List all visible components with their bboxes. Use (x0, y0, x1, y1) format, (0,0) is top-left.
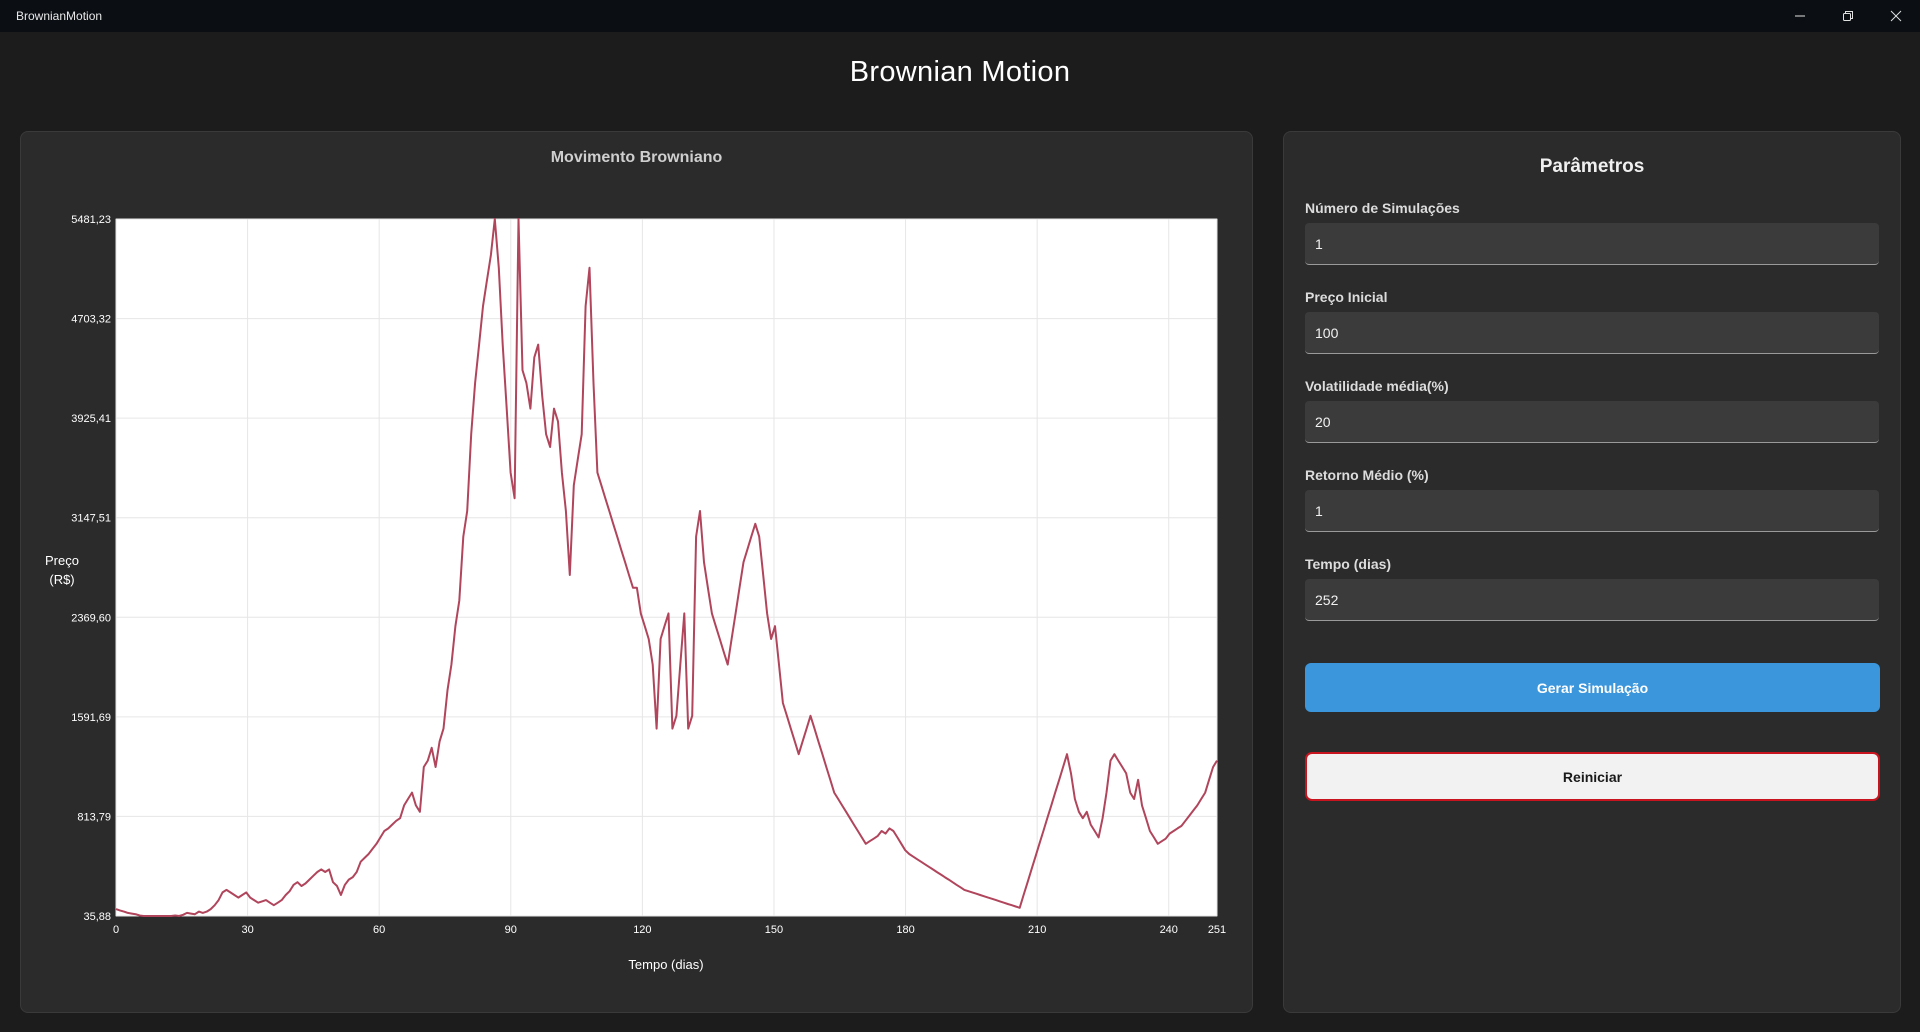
initial-price-input[interactable] (1305, 312, 1879, 354)
x-tick-label: 240 (1160, 924, 1178, 936)
return-label: Retorno Médio (%) (1305, 467, 1429, 483)
x-tick-label: 60 (373, 924, 385, 936)
chart-grid (115, 218, 1218, 917)
window-titlebar: BrownianMotion (0, 0, 1920, 32)
y-tick-label: 35,88 (83, 911, 111, 923)
time-input[interactable] (1305, 579, 1879, 621)
price-chart: 5481,23 4703,32 3925,41 3147,51 2369,60 1591,… (45, 214, 1226, 972)
x-tick-label: 90 (505, 924, 517, 936)
y-tick-label: 2369,60 (71, 612, 111, 624)
simulations-input[interactable] (1305, 223, 1879, 265)
minimize-button[interactable] (1776, 0, 1824, 32)
x-tick-label: 30 (241, 924, 253, 936)
parameters-panel: Parâmetros Número de Simulações Preço In… (1283, 131, 1901, 1013)
window-controls (1776, 0, 1920, 32)
x-tick-label: 251 (1208, 924, 1226, 936)
series-line (115, 218, 1218, 917)
x-tick-label: 0 (113, 924, 119, 936)
y-axis-label-line1: Preço (45, 553, 79, 568)
y-tick-label: 4703,32 (71, 314, 111, 326)
reset-button[interactable]: Reiniciar (1305, 752, 1880, 801)
simulations-label: Número de Simulações (1305, 200, 1460, 216)
initial-price-label: Preço Inicial (1305, 289, 1388, 305)
restore-icon (1843, 11, 1853, 21)
close-icon (1890, 10, 1902, 22)
x-tick-label: 120 (633, 924, 651, 936)
generate-simulation-button[interactable]: Gerar Simulação (1305, 663, 1880, 712)
time-label: Tempo (dias) (1305, 556, 1392, 572)
y-tick-label: 3925,41 (71, 413, 111, 425)
chart-panel-title: Movimento Browniano (550, 149, 723, 166)
y-tick-label: 3147,51 (71, 513, 111, 525)
x-axis-ticks: 0 30 60 90 120 150 180 210 240 251 (113, 924, 1226, 936)
y-axis-label-line2: (R$) (49, 572, 74, 587)
minimize-icon (1795, 15, 1805, 17)
return-input[interactable] (1305, 490, 1879, 532)
x-axis-label: Tempo (dias) (628, 957, 703, 972)
y-axis-ticks: 5481,23 4703,32 3925,41 3147,51 2369,60 1591,… (71, 214, 111, 923)
x-tick-label: 150 (765, 924, 783, 936)
y-tick-label: 5481,23 (71, 214, 111, 226)
close-button[interactable] (1872, 0, 1920, 32)
plot-area (115, 218, 1218, 917)
restore-button[interactable] (1824, 0, 1872, 32)
volatility-label: Volatilidade média(%) (1305, 378, 1449, 394)
volatility-input[interactable] (1305, 401, 1879, 443)
y-tick-label: 813,79 (77, 811, 111, 823)
y-tick-label: 1591,69 (71, 712, 111, 724)
parameters-title: Parâmetros (1539, 156, 1645, 177)
x-tick-label: 180 (896, 924, 914, 936)
chart-panel: Movimento Browniano 5481,23 4703,32 3925,4… (20, 131, 1253, 1013)
x-tick-label: 210 (1028, 924, 1046, 936)
window-title: BrownianMotion (16, 9, 103, 23)
page-title: Brownian Motion (849, 56, 1071, 88)
